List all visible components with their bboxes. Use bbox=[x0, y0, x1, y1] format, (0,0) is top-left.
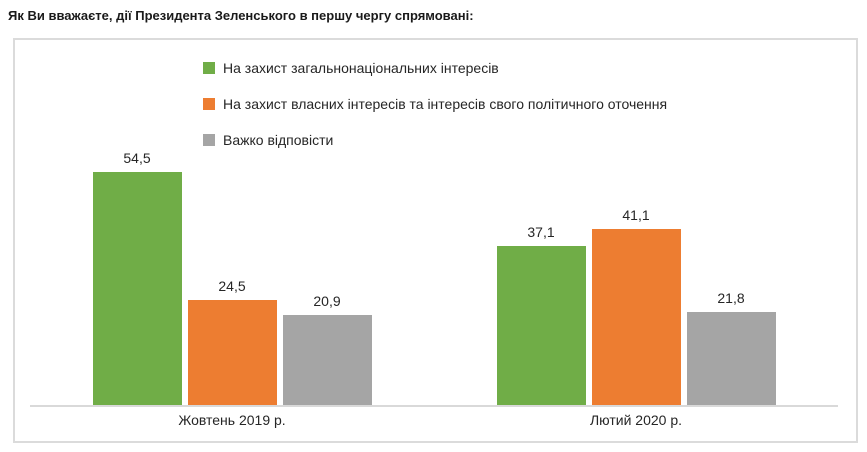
bar-value-label: 21,8 bbox=[717, 289, 745, 306]
category-label-0: Жовтень 2019 р. bbox=[178, 412, 286, 428]
bar-own-interests-1 bbox=[591, 228, 681, 405]
legend-label-hard-to-answer: Важко відповісти bbox=[223, 132, 334, 148]
legend-item-national-interests: На захист загальнонаціональних інтересів bbox=[203, 56, 667, 80]
bar-national-interests-1 bbox=[496, 246, 586, 405]
legend-label-national-interests: На захист загальнонаціональних інтересів bbox=[223, 60, 499, 76]
category-label-1: Лютий 2020 р. bbox=[589, 412, 683, 428]
legend-label-own-interests: На захист власних інтересів та інтересів… bbox=[223, 96, 668, 112]
bar-own-interests-0 bbox=[187, 300, 277, 405]
chart-legend: На захист загальнонаціональних інтересів… bbox=[203, 56, 667, 164]
bar-national-interests-0 bbox=[92, 171, 182, 405]
legend-swatch-orange-icon bbox=[203, 98, 215, 110]
bar-hard-to-answer-0 bbox=[282, 315, 372, 405]
bar-value-label: 20,9 bbox=[313, 293, 341, 310]
plot-area: 54,5 24,5 20,9 Жовтень 2019 р. 37,1 41,1 21,8 Л… bbox=[15, 40, 856, 441]
bar-value-label: 41,1 bbox=[622, 206, 650, 223]
bar-hard-to-answer-1 bbox=[686, 311, 776, 405]
legend-item-own-interests: На захист власних інтересів та інтересів… bbox=[203, 92, 667, 116]
chart-container: На захист загальнонаціональних інтересів… bbox=[13, 38, 858, 443]
bar-value-label: 37,1 bbox=[527, 224, 555, 241]
legend-swatch-gray-icon bbox=[203, 134, 215, 146]
legend-swatch-green-icon bbox=[203, 62, 215, 74]
x-axis-line bbox=[30, 405, 838, 407]
bar-value-label: 24,5 bbox=[218, 278, 246, 295]
bar-value-label: 54,5 bbox=[123, 149, 151, 166]
legend-item-hard-to-answer: Важко відповісти bbox=[203, 128, 667, 152]
chart-question-title: Як Ви вважаєте, дії Президента Зеленсько… bbox=[8, 8, 474, 23]
